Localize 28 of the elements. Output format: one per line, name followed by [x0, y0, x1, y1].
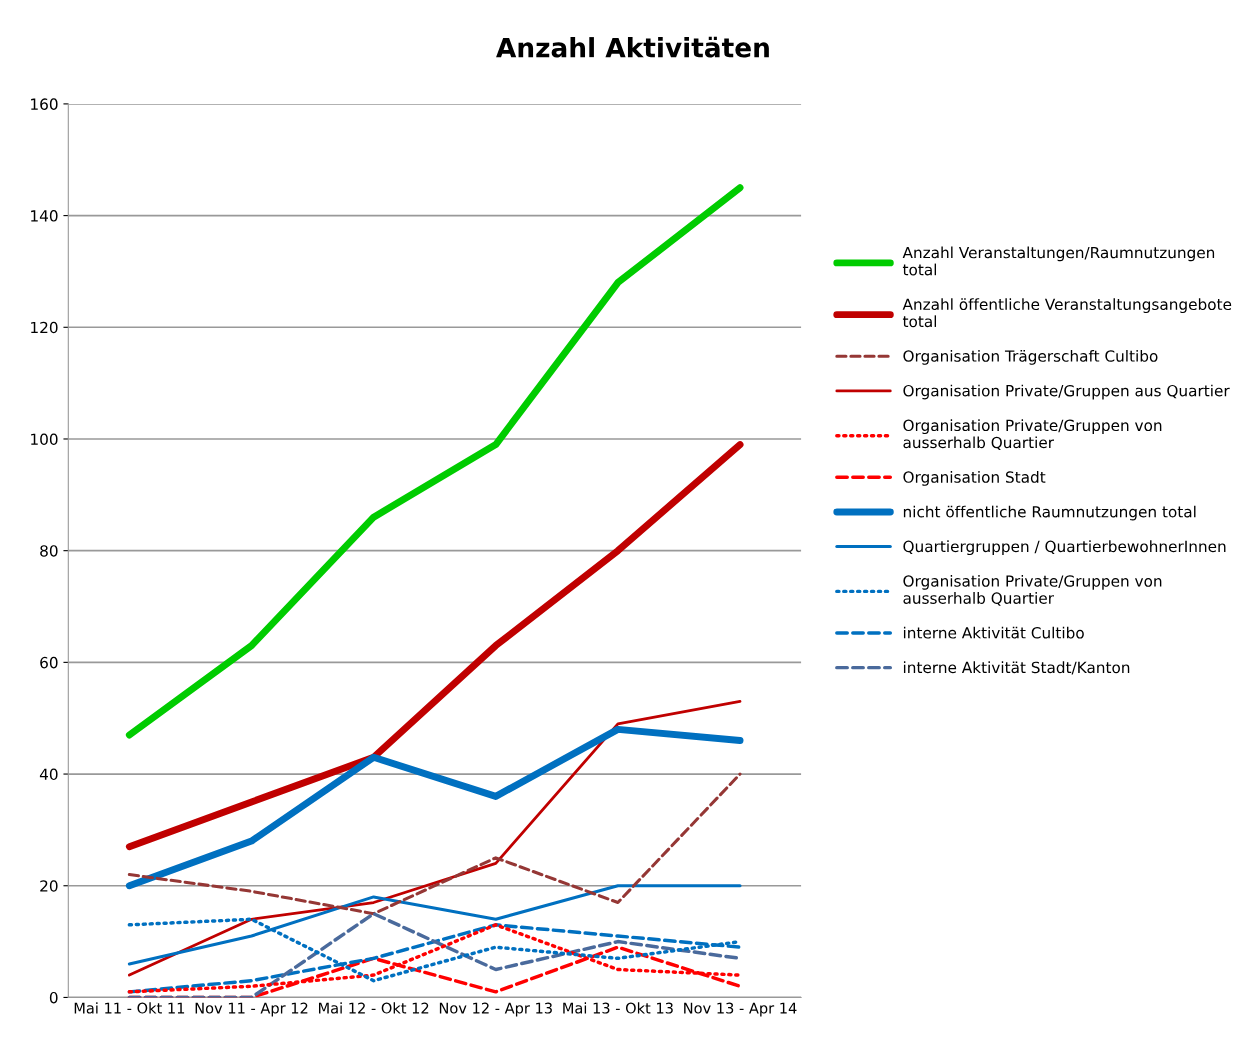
legend-label: Organisation Private/Gruppen von ausserhalb Quartier — [903, 419, 1162, 450]
legend-label: interne Aktivität Stadt/Kanton — [903, 661, 1130, 675]
legend-label: Organisation Trägerschaft Cultibo — [903, 349, 1158, 365]
x-tick-label: Mai 11 - Okt 11 — [74, 1002, 185, 1014]
y-tick-label: 60 — [40, 656, 58, 669]
legend-label: Quartiergruppen / QuartierbewohnerInnen — [903, 540, 1226, 556]
y-tick-label: 100 — [31, 433, 58, 445]
chart-title: Anzahl Aktivitäten — [496, 36, 769, 58]
x-tick-label: Nov 12 - Apr 13 — [439, 1002, 552, 1017]
legend-label: interne Aktivität Cultibo — [903, 626, 1084, 639]
y-tick-label: 0 — [49, 991, 58, 1004]
x-tick-label: Nov 11 - Apr 12 — [195, 1002, 308, 1017]
y-tick-label: 40 — [39, 768, 58, 781]
y-tick-label: 20 — [40, 880, 58, 892]
legend-label: Organisation Stadt — [903, 471, 1046, 486]
x-tick-label: Nov 13 - Apr 14 — [684, 1002, 797, 1017]
x-tick-label: Mai 12 - Okt 12 — [319, 1002, 429, 1014]
legend-label: Organisation Private/Gruppen aus Quartier — [903, 384, 1230, 400]
legend-label: Organisation Private/Gruppen von ausserhalb Quartier — [903, 574, 1162, 606]
y-tick-label: 80 — [40, 545, 58, 557]
legend-label: nicht öffentliche Raumnutzungen total — [903, 505, 1196, 521]
y-tick-label: 160 — [31, 98, 58, 110]
x-tick-label: Mai 13 - Okt 13 — [563, 1002, 673, 1014]
y-tick-label: 140 — [31, 210, 58, 222]
legend-label: Anzahl öffentliche Veranstaltungsangebote total — [902, 298, 1232, 328]
legend-label: Anzahl Veranstaltungen/Raumnutzungen total — [902, 246, 1215, 276]
y-tick-label: 120 — [31, 321, 58, 334]
line-series — [127, 772, 742, 916]
